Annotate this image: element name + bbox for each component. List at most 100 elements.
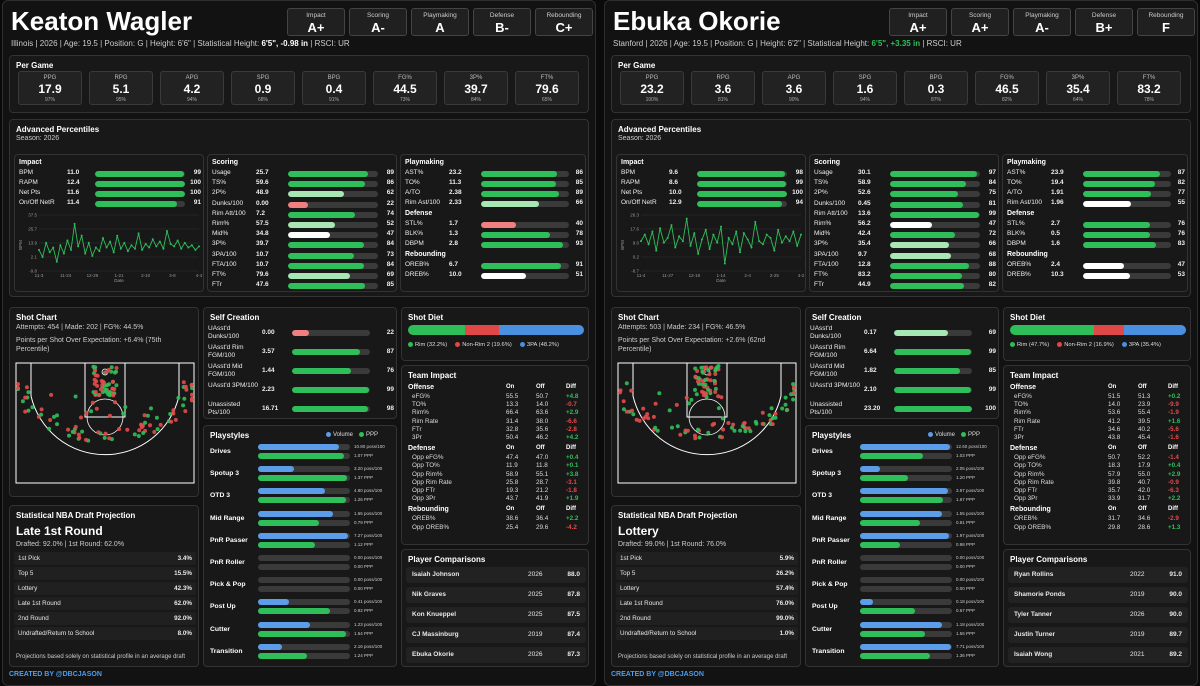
ppp-track — [258, 541, 350, 548]
grade-card: Scoring A- — [349, 8, 407, 36]
shot-attempt — [149, 406, 153, 411]
playstyle-label: Pick & Pop — [812, 581, 848, 589]
shot-attempt — [700, 369, 705, 374]
bpm-point — [685, 217, 688, 220]
volume-text: 10.80 poss/100 — [354, 444, 385, 449]
shot-attempt — [47, 426, 52, 431]
shot-attempt — [24, 385, 29, 390]
percentile-track — [481, 181, 569, 187]
volume-legend-label: Volume — [333, 432, 354, 439]
percentile-fill — [95, 171, 185, 177]
grade-card: Rebounding C+ — [535, 8, 593, 36]
metric-row: OREB% 2.4 47 — [1007, 261, 1185, 270]
comparison-row[interactable]: CJ Massinburg 2019 87.4 — [406, 627, 586, 643]
metric-label: On/Off NetR — [621, 199, 657, 206]
defense-title: Defense — [405, 210, 433, 217]
playmaking-title: Playmaking — [405, 159, 444, 166]
volume-text: 0.00 poss/100 — [354, 555, 383, 560]
comparison-row[interactable]: Tyler Tanner 2026 90.0 — [1008, 607, 1188, 623]
team-stat-label: Rim Rate — [412, 417, 439, 425]
percentile-value: 22 — [386, 199, 394, 207]
shot-attempt — [780, 406, 785, 411]
shot-attempt — [693, 374, 698, 379]
percentile-track — [890, 171, 980, 177]
bpm-point — [173, 245, 176, 248]
team-impact-row: Opp 3Pr 43.7 41.9 +1.9 — [406, 495, 586, 503]
percentile-value: 73 — [386, 250, 394, 258]
comparison-row[interactable]: Nik Graves 2025 87.8 — [406, 587, 586, 603]
stat-percentile: 91% — [328, 97, 339, 103]
shot-attempt — [693, 387, 697, 392]
metric-value: 42.4 — [858, 230, 871, 238]
stat-label: PPG — [43, 75, 57, 81]
shot-attempt — [630, 408, 634, 413]
percentile-track — [890, 191, 980, 198]
percentile-track — [292, 406, 370, 412]
ppp-legend-dot — [961, 432, 967, 437]
team-stat-diff: +0.4 — [566, 454, 579, 462]
comparison-row[interactable]: Shamorie Ponds 2019 90.0 — [1008, 587, 1188, 603]
comparison-year: 2026 — [528, 651, 543, 658]
comparison-row[interactable]: Ebuka Okorie 2026 87.3 — [406, 647, 586, 663]
percentile-fill — [890, 171, 978, 177]
ppp-text: 0.98 PPP — [956, 541, 976, 547]
comparison-row[interactable]: Isaiah Johnson 2026 88.0 — [406, 567, 586, 583]
grade-value: A+ — [909, 20, 927, 35]
shot-attempt — [713, 368, 718, 373]
playstyles-legend: Volume PPP — [326, 432, 378, 438]
mid-dot — [1057, 342, 1063, 347]
y-axis-label: BPM — [620, 240, 625, 250]
shot-attempt — [687, 401, 691, 406]
shot-attempt — [91, 364, 96, 369]
per-game-box: Per Game PPG 23.2 100% RPG 3.6 81% APG 3.6 90% SPG… — [611, 55, 1191, 113]
metric-label: Net Pts — [621, 189, 643, 196]
team-stat-off: 40.7 — [1138, 478, 1151, 486]
free-throw-circle — [688, 398, 726, 436]
grade-label: Scoring — [968, 12, 992, 19]
shot-attempt — [706, 430, 711, 435]
ppp-fill — [258, 541, 316, 548]
ppp-fill — [860, 608, 916, 615]
self-creation-value: 23.20 — [864, 405, 881, 412]
shot-attempt — [104, 370, 109, 375]
percentile-track — [697, 171, 787, 177]
ppp-fill — [860, 541, 901, 548]
stat-value: 17.9 — [38, 82, 62, 96]
percentile-fill — [292, 349, 360, 355]
stat-percentile: 64% — [1072, 97, 1083, 103]
per-game-card: FG% 46.5 82% — [975, 71, 1039, 105]
metric-label: TO% — [405, 179, 420, 186]
team-impact-row: Opp TO% 18.3 17.9 +0.4 — [1008, 462, 1188, 470]
shot-attempt — [113, 400, 118, 405]
team-stat-on: 39.8 — [1108, 478, 1121, 486]
comparison-name: Ryan Rollins — [1014, 571, 1054, 578]
metric-row: On/Off NetR 12.9 94 — [621, 199, 803, 208]
team-stat-label: OREB% — [412, 515, 436, 523]
metric-label: Mid% — [814, 230, 831, 238]
self-creation-row: UAsst'd Mid FGM/100 1.44 76 — [208, 363, 394, 379]
shot-attempt — [713, 386, 718, 391]
ppp-legend-dot — [359, 432, 365, 437]
percentile-fill — [697, 201, 782, 207]
ppp-track — [258, 652, 350, 659]
shot-attempt — [190, 396, 194, 401]
ppp-text: 0.67 PPP — [956, 608, 976, 614]
comparison-row[interactable]: Kon Knueppel 2025 87.5 — [406, 607, 586, 623]
percentile-value: 88 — [988, 260, 996, 268]
team-stat-off: 55.4 — [1138, 409, 1151, 417]
shot-attempt — [111, 393, 116, 398]
metric-row: FTr 44.9 82 — [814, 281, 996, 290]
percentile-fill — [481, 171, 557, 177]
percentile-value: 89 — [575, 189, 583, 196]
comparison-row[interactable]: Ryan Rollins 2022 91.0 — [1008, 567, 1188, 583]
shot-attempt — [80, 429, 85, 434]
comparison-row[interactable]: Justin Turner 2019 89.7 — [1008, 627, 1188, 643]
grade-label: Rebounding — [1148, 12, 1184, 19]
bpm-point — [91, 254, 94, 257]
shot-attempt — [713, 372, 718, 376]
volume-track — [860, 532, 952, 539]
shot-attempt — [783, 395, 788, 400]
metric-row: TS% 58.9 84 — [814, 179, 996, 188]
stat-percentile: 84% — [470, 97, 481, 103]
comparison-row[interactable]: Isaiah Wong 2021 89.2 — [1008, 647, 1188, 663]
